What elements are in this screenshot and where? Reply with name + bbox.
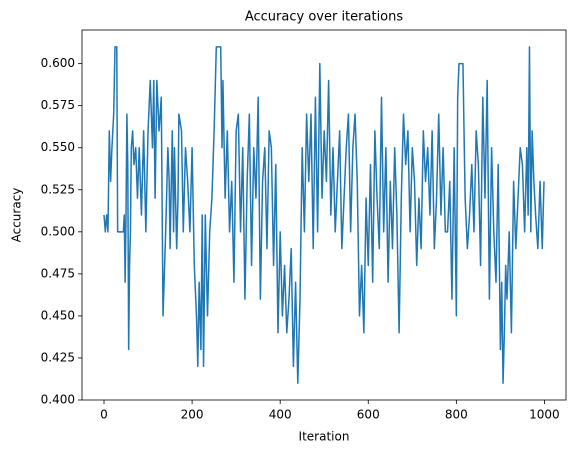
- x-tick-label: 1000: [529, 408, 560, 422]
- y-axis-label: Accuracy: [10, 188, 24, 243]
- y-tick-label: 0.500: [41, 224, 75, 238]
- y-tick-label: 0.550: [41, 140, 75, 154]
- x-tick-label: 200: [181, 408, 204, 422]
- y-tick-label: 0.400: [41, 393, 75, 407]
- x-tick-label: 0: [100, 408, 108, 422]
- x-tick-label: 800: [445, 408, 468, 422]
- x-axis-label: Iteration: [299, 430, 350, 444]
- y-tick-label: 0.425: [41, 350, 75, 364]
- chart-title: Accuracy over iterations: [245, 10, 404, 25]
- y-tick-label: 0.475: [41, 266, 75, 280]
- x-tick-label: 400: [269, 408, 292, 422]
- y-tick-label: 0.575: [41, 98, 75, 112]
- y-tick-label: 0.600: [41, 56, 75, 70]
- plot-frame: [81, 29, 567, 401]
- y-tick-label: 0.450: [41, 308, 75, 322]
- data-line: [103, 46, 545, 384]
- x-tick-label: 600: [357, 408, 380, 422]
- y-tick-label: 0.525: [41, 182, 75, 196]
